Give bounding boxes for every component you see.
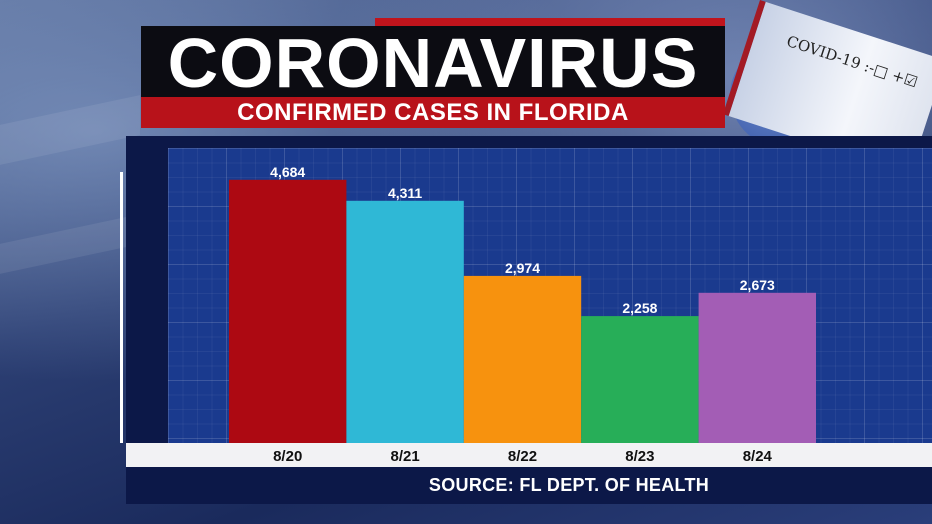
page-title: CORONAVIRUS	[167, 24, 699, 102]
title-box: CORONAVIRUS	[141, 26, 725, 100]
title-accent-bar	[375, 18, 725, 26]
data-label: 2,258	[622, 300, 657, 316]
bar-8-21	[346, 200, 464, 443]
x-tick-label: 8/24	[743, 448, 773, 465]
x-tick-label: 8/22	[508, 448, 537, 465]
data-label: 2,974	[505, 260, 540, 276]
axis-accent-line	[120, 172, 123, 443]
page-subtitle: CONFIRMED CASES IN FLORIDA	[237, 98, 629, 126]
bar-8-23	[581, 316, 699, 443]
bar-8-20	[229, 179, 347, 444]
bar-8-24	[698, 292, 816, 443]
data-label: 4,684	[270, 164, 305, 180]
x-tick-label: 8/21	[390, 448, 419, 465]
source-label: SOURCE: FL DEPT. OF HEALTH	[428, 475, 710, 495]
x-tick-label: 8/23	[625, 448, 654, 465]
data-label: 2,673	[740, 277, 775, 293]
x-tick-label: 8/20	[273, 448, 302, 465]
bar-8-22	[463, 275, 582, 443]
subtitle-box: CONFIRMED CASES IN FLORIDA	[141, 97, 725, 128]
data-label: 4,311	[388, 185, 422, 201]
source-band: SOURCE: FL DEPT. OF HEALTH	[126, 467, 932, 504]
x-axis-band	[126, 443, 932, 467]
